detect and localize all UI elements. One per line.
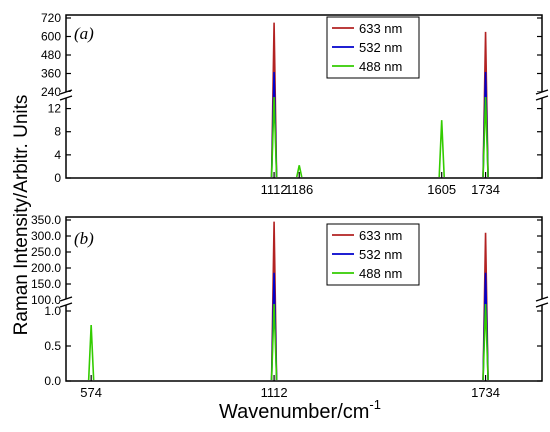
axis-break-gap [536,299,548,305]
peak-488-nm [438,120,445,178]
y-axis-label: Raman Intensity/Arbitr. Units [11,95,32,336]
axis-break-gap [60,92,72,98]
panel-label: (a) [74,24,94,43]
y-tick-label: 600 [41,30,61,44]
y-tick-label: 0 [54,171,61,185]
axis-break-gap [60,299,72,305]
axis-break-mark [59,89,73,95]
axis-break-mark [535,302,549,308]
y-tick-label: 720 [41,11,61,25]
axis-break-mark [535,296,549,302]
legend-label: 488 nm [359,59,402,74]
axis-break-mark [59,296,73,302]
axis-break-mark [535,89,549,95]
legend-label: 532 nm [359,247,402,262]
y-tick-label: 4 [54,148,61,162]
axis-break-mark [535,95,549,101]
x-tick-label: 1186 [285,182,313,197]
y-tick-label: 1.0 [44,304,61,318]
y-tick-label: 150.0 [31,277,61,291]
peak-488-nm [482,303,489,381]
axis-break-mark [59,95,73,101]
peak-488-nm [295,165,303,178]
x-axis-label: Wavenumber/cm-1 [219,397,381,423]
y-tick-label: 0.0 [44,374,61,388]
x-tick-label: 1112 [261,385,288,400]
x-tick-label: 1605 [427,182,456,197]
x-axis-label-main: Wavenumber/cm [219,401,369,423]
legend-label: 633 nm [359,21,402,36]
y-tick-label: 12 [48,102,62,116]
x-axis-label-sup: -1 [369,397,381,412]
y-tick-label: 240 [41,85,61,99]
plot-frame [65,216,543,382]
y-tick-label: 350.0 [31,213,61,227]
peak-488-nm [87,324,95,381]
x-tick-label: 574 [80,385,102,400]
panel-b: 100.0 150.0 200.0 250.0 300.0 350.0 0.0 0.5 1.0 5… [31,213,549,400]
y-tick-label: 360 [41,67,61,81]
y-tick-label: 100.0 [31,293,61,307]
y-tick-label: 250.0 [31,245,61,259]
legend-label: 488 nm [359,266,402,281]
x-tick-label: 1734 [471,182,500,197]
plot-frame [65,14,543,179]
y-tick-label: 8 [54,125,61,139]
y-tick-label: 200.0 [31,261,61,275]
panel-label: (b) [74,229,94,248]
y-tick-label: 480 [41,48,61,62]
legend-label: 532 nm [359,40,402,55]
y-tick-label: 0.5 [44,339,61,353]
peak-488-nm [270,96,278,178]
axis-break-gap [536,92,548,98]
legend-label: 633 nm [359,228,402,243]
x-tick-label: 1112 [261,182,288,197]
axis-break-mark [59,302,73,308]
y-tick-label: 300.0 [31,229,61,243]
x-tick-label: 1734 [471,385,500,400]
peak-488-nm [482,96,489,178]
peak-488-nm [270,303,278,381]
